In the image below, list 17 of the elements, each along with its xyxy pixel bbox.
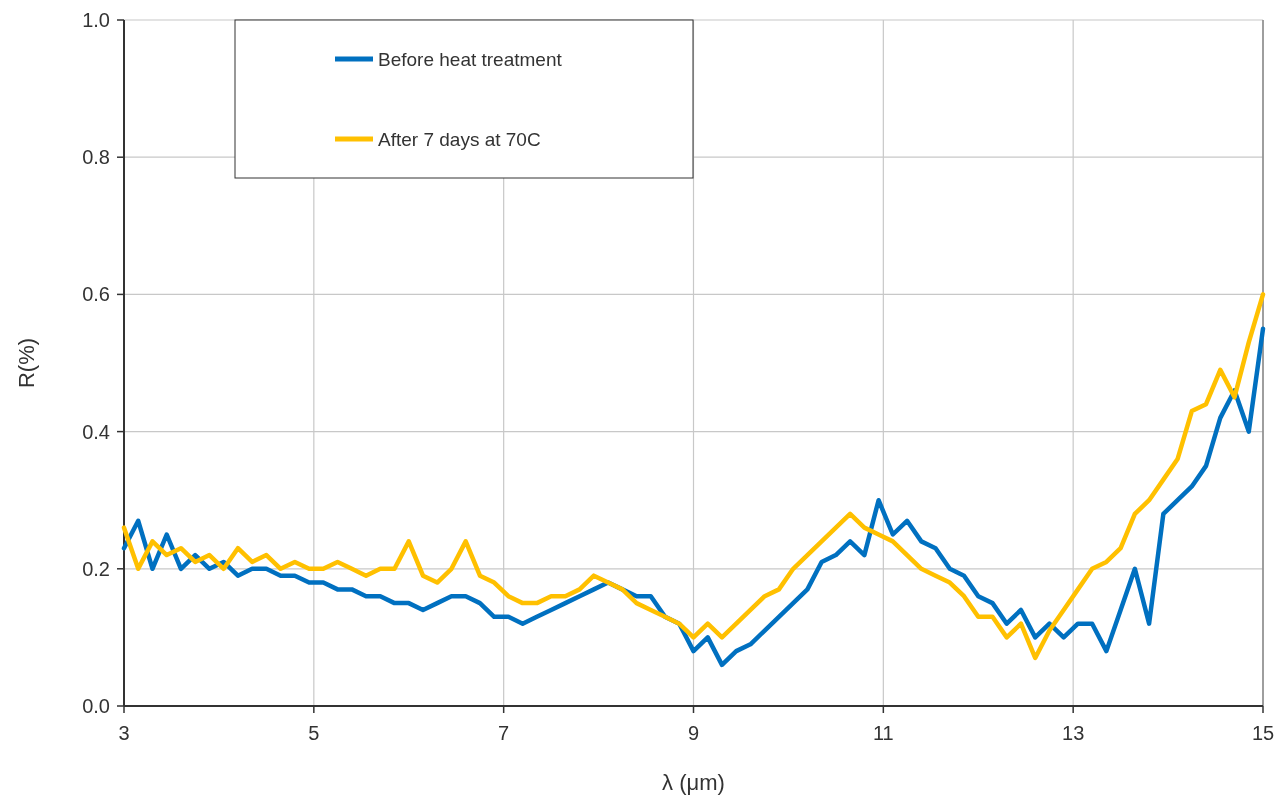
y-tick-label: 0.8 — [82, 146, 110, 169]
y-tick-label: 1.0 — [82, 9, 110, 31]
legend-label: After 7 days at 70C — [378, 129, 541, 150]
y-tick-label: 0.4 — [82, 420, 110, 443]
x-tick-label: 5 — [308, 722, 320, 744]
x-tick-label: 11 — [872, 722, 894, 744]
y-tick-label: 0.2 — [82, 557, 110, 580]
x-axis-title: λ (μm) — [662, 770, 725, 795]
x-tick-label: 9 — [687, 722, 700, 744]
y-tick-label: 0.6 — [82, 283, 110, 306]
legend-label: Before heat treatment — [378, 49, 563, 70]
y-tick-label: 0.0 — [82, 695, 110, 717]
x-tick-label: 7 — [498, 722, 510, 744]
y-axis-title: R(%) — [14, 337, 39, 389]
x-tick-label: 13 — [1062, 722, 1085, 744]
x-tick-label: 3 — [118, 722, 130, 744]
x-tick-label: 15 — [1251, 722, 1275, 744]
